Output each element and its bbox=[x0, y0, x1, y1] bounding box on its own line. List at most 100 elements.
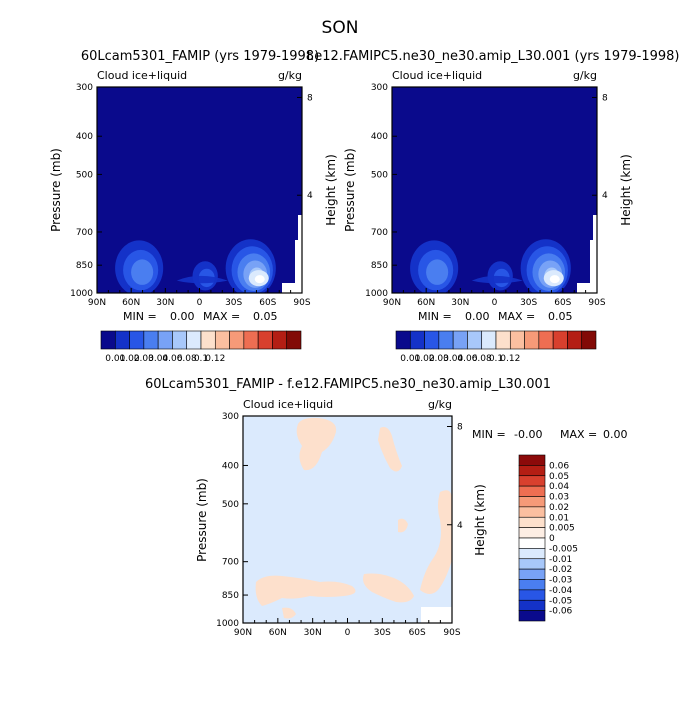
panel-model-a: 60Lcam5301_FAMIP (yrs 1979-1998) Cloud i… bbox=[49, 49, 338, 364]
panel-b-contours bbox=[410, 239, 571, 293]
panel-b-colorbar-label: 0.08 bbox=[472, 354, 492, 364]
panel-b-x-tick-label: 30S bbox=[520, 298, 537, 308]
panel-a-contours bbox=[115, 239, 276, 293]
panel-c-colorbar-label: 0.04 bbox=[549, 482, 569, 492]
panel-c-y-axis: 300 400 500 700 850 1000 bbox=[216, 412, 248, 629]
panel-a-colorbar-label: 0.12 bbox=[205, 354, 225, 364]
panel-b-max-value: 0.05 bbox=[548, 310, 573, 323]
panel-b-contour-tropical-band bbox=[471, 275, 523, 284]
panel-c-colorbar-box bbox=[518, 568, 546, 580]
panel-a-y2-tick-label: 8 bbox=[307, 93, 313, 103]
panel-c-x-tick-label: 0 bbox=[345, 628, 351, 638]
panel-c-colorbar-label: 0.01 bbox=[549, 513, 569, 523]
panel-c-colorbar-box bbox=[518, 599, 546, 611]
panel-c-colorbar-box bbox=[518, 516, 546, 528]
panel-c-x-tick-label: 90S bbox=[443, 628, 460, 638]
panel-b-colorbar-box bbox=[424, 330, 440, 350]
panel-a-y-axis: 300 400 500 700 850 1000 bbox=[70, 83, 102, 299]
panel-a-x-axis: 90N 60N 30N 0 30S 60S 90S bbox=[88, 288, 311, 308]
panel-a-x-tick-label: 90S bbox=[293, 298, 310, 308]
panel-b-colorbar-label: 0.1 bbox=[489, 354, 503, 364]
panel-c-x-tick-label: 90N bbox=[234, 628, 252, 638]
panel-a-x-tick-label: 90N bbox=[88, 298, 106, 308]
panel-b-colorbar-box bbox=[581, 330, 597, 350]
panel-b-x-tick-label: 90N bbox=[383, 298, 401, 308]
panel-a-colorbar-box bbox=[100, 330, 116, 350]
panel-a-colorbar-box bbox=[143, 330, 159, 350]
panel-c-colorbar-box bbox=[518, 465, 546, 477]
panel-c-ylabel: Pressure (mb) bbox=[195, 478, 209, 562]
panel-a-x-tick-label: 60N bbox=[122, 298, 140, 308]
panel-c-colorbar-label: -0.02 bbox=[549, 565, 572, 575]
panel-difference: 60Lcam5301_FAMIP - f.e12.FAMIPC5.ne30_ne… bbox=[145, 377, 628, 638]
panel-c-min-value: -0.00 bbox=[514, 428, 542, 441]
panel-a-x-tick-label: 30N bbox=[156, 298, 174, 308]
panel-c-field bbox=[243, 416, 452, 623]
panel-a-colorbar: 0.010.020.030.040.060.080.10.12 bbox=[100, 330, 302, 364]
panel-b-colorbar-label: 0.06 bbox=[457, 354, 477, 364]
panel-c-colorbar-box bbox=[518, 548, 546, 560]
panel-c-colorbar-box bbox=[518, 454, 546, 466]
panel-a-colorbar-box bbox=[257, 330, 273, 350]
panel-a-y-tick-label: 700 bbox=[76, 228, 93, 238]
panel-c-missing-region bbox=[421, 607, 452, 623]
panel-b-y2label: Height (km) bbox=[619, 154, 633, 225]
panel-c-title: 60Lcam5301_FAMIP - f.e12.FAMIPC5.ne30_ne… bbox=[145, 377, 551, 392]
panel-b-y2-tick-label: 4 bbox=[602, 191, 608, 201]
panel-c-y-tick-label: 1000 bbox=[216, 619, 239, 629]
panel-a-colorbar-label: 0.02 bbox=[120, 354, 140, 364]
panel-a-colorbar-box bbox=[272, 330, 288, 350]
panel-a-min-label: MIN = bbox=[123, 310, 157, 323]
panel-c-x-tick-label: 30S bbox=[374, 628, 391, 638]
panel-b-colorbar-box bbox=[538, 330, 554, 350]
panel-b-left-string: Cloud ice+liquid bbox=[392, 69, 482, 82]
panel-b-colorbar: 0.010.020.030.040.060.080.10.12 bbox=[395, 330, 597, 364]
panel-b-x-tick-label: 90S bbox=[588, 298, 605, 308]
panel-a-x-tick-label: 60S bbox=[259, 298, 276, 308]
panel-b-colorbar-label: 0.01 bbox=[400, 354, 420, 364]
panel-b-y-tick-label: 1000 bbox=[365, 289, 388, 299]
panel-b-min-label: MIN = bbox=[418, 310, 452, 323]
panel-b-x-axis: 90N 60N 30N 0 30S 60S 90S bbox=[383, 288, 606, 308]
panel-c-colorbar-box bbox=[518, 506, 546, 518]
panel-b-missing-region bbox=[577, 283, 597, 293]
panel-c-y2-tick-label: 4 bbox=[457, 521, 463, 531]
panel-b-y-tick-label: 850 bbox=[371, 261, 388, 271]
panel-a-y2-tick-label: 4 bbox=[307, 191, 313, 201]
panel-b-title: f.e12.FAMIPC5.ne30_ne30.amip_L30.001 (yr… bbox=[307, 49, 680, 64]
panel-a-missing-region bbox=[282, 283, 302, 293]
panel-a-title: 60Lcam5301_FAMIP (yrs 1979-1998) bbox=[81, 49, 319, 64]
panel-a-y-tick-label: 400 bbox=[76, 132, 93, 142]
panel-c-colorbar-box bbox=[518, 579, 546, 591]
panel-b-y-tick-label: 400 bbox=[371, 132, 388, 142]
panel-b-colorbar-box bbox=[567, 330, 583, 350]
panel-a-y-tick-label: 500 bbox=[76, 170, 93, 180]
panel-a-contour-level bbox=[131, 259, 154, 285]
panel-a-colorbar-box bbox=[286, 330, 302, 350]
panel-a-colorbar-label: 0.04 bbox=[148, 354, 168, 364]
panel-b-colorbar-box bbox=[509, 330, 525, 350]
panel-a-colorbar-box bbox=[186, 330, 202, 350]
panel-c-colorbar-label: 0.005 bbox=[549, 524, 575, 534]
panel-a-colorbar-box bbox=[114, 330, 130, 350]
panel-c-colorbar-box bbox=[518, 475, 546, 487]
panel-b-colorbar-box bbox=[552, 330, 568, 350]
panel-b-colorbar-box bbox=[395, 330, 411, 350]
panel-c-colorbar-box bbox=[518, 537, 546, 549]
panel-b-y2-tick-label: 8 bbox=[602, 93, 608, 103]
panel-c-colorbar-label: -0.03 bbox=[549, 576, 572, 586]
panel-c-right-string: g/kg bbox=[428, 398, 452, 411]
panel-a-y2label: Height (km) bbox=[324, 154, 338, 225]
panel-b-colorbar-box bbox=[481, 330, 497, 350]
panel-a-y-tick-label: 300 bbox=[76, 83, 93, 93]
panel-b-y-tick-label: 300 bbox=[371, 83, 388, 93]
panel-b-colorbar-label: 0.04 bbox=[443, 354, 463, 364]
panel-c-colorbar-box bbox=[518, 527, 546, 539]
panel-c-colorbar-label: 0.05 bbox=[549, 472, 569, 482]
panel-b-min-value: 0.00 bbox=[465, 310, 490, 323]
panel-b-colorbar-box bbox=[438, 330, 454, 350]
panel-a-colorbar-box bbox=[214, 330, 230, 350]
panel-b-right-string: g/kg bbox=[573, 69, 597, 82]
panel-c-colorbar-box bbox=[518, 558, 546, 570]
